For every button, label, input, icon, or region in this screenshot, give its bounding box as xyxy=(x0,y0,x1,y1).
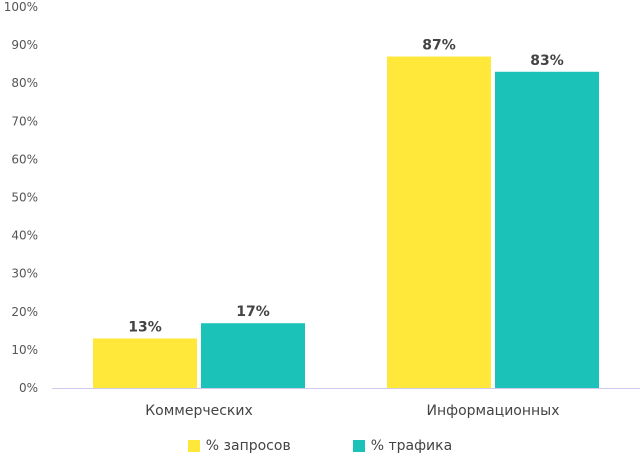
legend-label-requests: % запросов xyxy=(205,438,291,454)
legend-swatch-requests xyxy=(187,440,200,452)
category-label: Коммерческих xyxy=(145,403,253,419)
data-label: 17% xyxy=(236,304,270,320)
y-tick-label: 30% xyxy=(11,267,38,281)
y-tick-label: 50% xyxy=(11,191,38,205)
y-tick-label: 80% xyxy=(11,76,38,90)
y-tick-label: 70% xyxy=(11,114,38,128)
data-label: 83% xyxy=(530,53,564,69)
legend-item-requests: % запросов xyxy=(187,438,291,454)
y-tick-label: 60% xyxy=(11,152,38,166)
bar xyxy=(93,338,197,388)
data-label: 13% xyxy=(128,319,162,335)
y-tick-label: 20% xyxy=(11,305,38,319)
y-tick-label: 40% xyxy=(11,229,38,243)
bar xyxy=(495,71,599,389)
y-tick-label: 90% xyxy=(11,38,38,52)
legend: % запросов % трафика xyxy=(0,438,640,454)
data-label: 87% xyxy=(422,38,456,54)
y-tick-label: 10% xyxy=(11,343,38,357)
y-tick-label: 0% xyxy=(19,381,38,395)
legend-swatch-traffic xyxy=(352,440,365,452)
category-label: Информационных xyxy=(426,403,559,419)
legend-label-traffic: % трафика xyxy=(370,438,453,454)
bar xyxy=(387,56,491,388)
bar xyxy=(201,323,305,388)
y-tick-label: 100% xyxy=(4,0,38,14)
legend-item-traffic: % трафика xyxy=(352,438,453,454)
